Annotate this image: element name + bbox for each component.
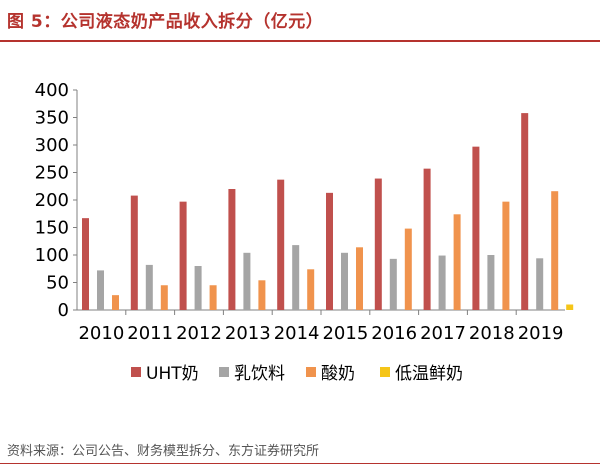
chart-bars	[82, 113, 574, 310]
x-tick-label: 2019	[518, 323, 564, 344]
bar-1-2015	[326, 192, 333, 310]
legend-swatch-1	[131, 367, 141, 377]
legend-swatch-2	[219, 367, 229, 377]
bar-2-2013	[243, 252, 251, 310]
legend-label-4: 低温鲜奶	[395, 364, 463, 384]
bar-1-2017	[423, 168, 431, 310]
bar-3-2018	[502, 201, 510, 310]
y-tick-label: 200	[35, 190, 69, 211]
legend-swatch-3	[306, 367, 316, 377]
bar-2-2012	[194, 266, 202, 310]
bar-3-2011	[160, 285, 168, 310]
bar-3-2013	[258, 280, 266, 310]
bar-2-2016	[389, 258, 397, 310]
x-tick-label: 2017	[420, 323, 466, 344]
x-tick-label: 2015	[322, 323, 368, 344]
title-divider	[0, 40, 600, 42]
x-tick-label: 2011	[127, 323, 173, 344]
bar-2-2014	[292, 245, 300, 310]
bar-3-2012	[209, 285, 217, 310]
bar-3-2014	[307, 269, 315, 310]
bar-1-2019	[521, 113, 529, 310]
chart-title: 图 5：公司液态奶产品收入拆分（亿元）	[7, 12, 324, 32]
bar-3-2010	[112, 295, 119, 310]
x-tick-label: 2010	[78, 323, 124, 344]
bottom-divider	[0, 463, 600, 464]
source-note: 资料来源：公司公告、财务模型拆分、东方证券研究所	[7, 444, 320, 459]
legend-label-2: 乳饮料	[234, 364, 285, 384]
x-tick-label: 2016	[371, 323, 417, 344]
bar-2-2017	[438, 255, 446, 310]
y-tick-label: 250	[35, 163, 69, 184]
y-tick-label: 150	[35, 218, 69, 239]
y-tick-label: 100	[35, 245, 69, 266]
bar-2-2019	[536, 258, 544, 310]
bar-3-2016	[404, 228, 412, 310]
x-tick-label: 2012	[176, 323, 222, 344]
bar-1-2013	[228, 189, 236, 310]
bar-4-2019	[566, 304, 574, 310]
legend-swatch-4	[380, 367, 390, 377]
y-tick-label: 400	[35, 80, 69, 101]
bar-2-2010	[97, 270, 104, 310]
bar-1-2012	[179, 201, 187, 310]
bar-1-2018	[472, 146, 480, 310]
bar-2-2015	[341, 252, 348, 310]
legend-label-3: 酸奶	[321, 364, 355, 384]
bar-1-2010	[82, 218, 89, 310]
y-tick-label: 350	[35, 108, 69, 129]
y-tick-label: 50	[46, 273, 69, 294]
bar-3-2015	[356, 247, 363, 310]
chart-legend: UHT奶 乳饮料 酸奶 低温鲜奶	[131, 364, 463, 384]
x-tick-label: 2018	[469, 323, 515, 344]
bar-3-2017	[453, 214, 461, 310]
chart-axes: 0 50 100 150 200 250 300 350 400 2010 2011 2012 2013…	[35, 80, 565, 344]
bar-3-2019	[551, 191, 559, 310]
bar-1-2016	[374, 178, 382, 310]
bar-1-2014	[277, 179, 285, 310]
bar-2-2018	[487, 255, 495, 310]
x-tick-label: 2013	[225, 323, 271, 344]
bar-2-2011	[145, 264, 153, 310]
legend-label-1: UHT奶	[146, 364, 199, 384]
y-tick-label: 300	[35, 135, 69, 156]
y-tick-label: 0	[58, 300, 69, 321]
x-tick-label: 2014	[274, 323, 320, 344]
bar-1-2011	[130, 195, 138, 310]
